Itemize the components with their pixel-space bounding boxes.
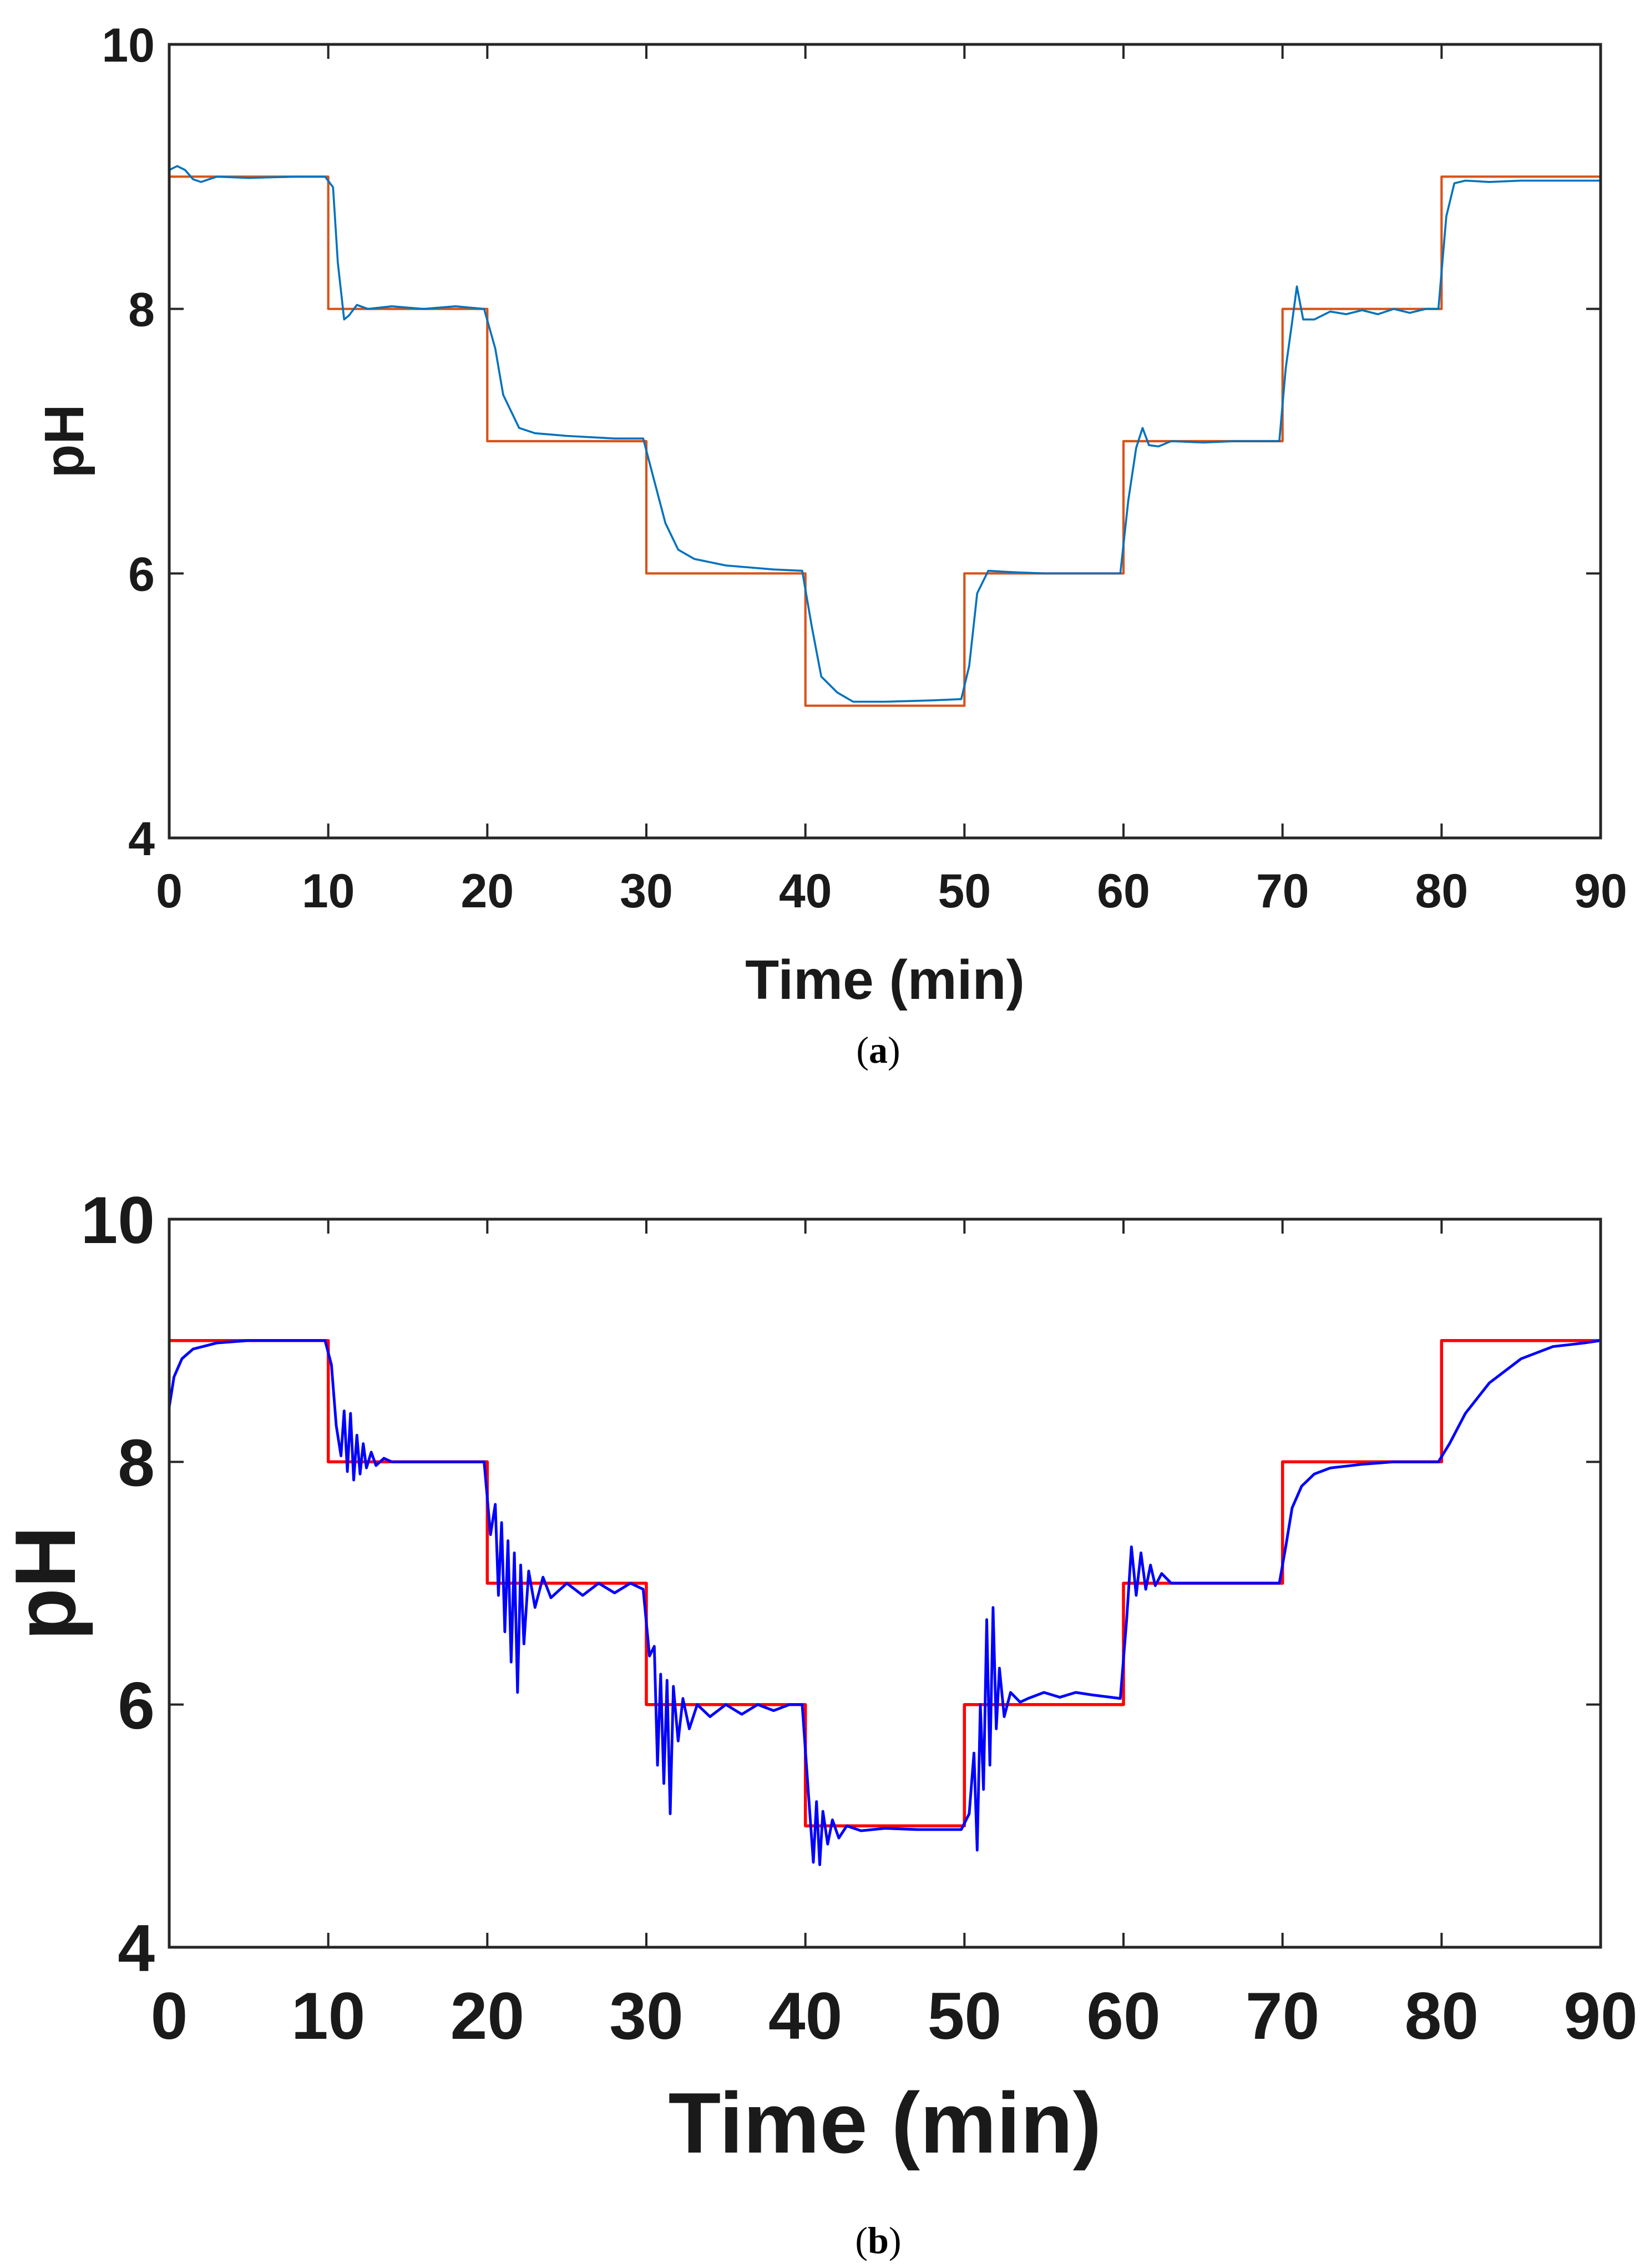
y-axis-label: pH: [33, 404, 95, 478]
setpoint-line-a: [169, 175, 1601, 707]
caption-close-paren: ): [888, 1029, 900, 1071]
x-tick-label: 90: [1563, 1979, 1637, 2053]
x-tick-label: 70: [1256, 865, 1309, 918]
y-tick-label: 8: [128, 284, 155, 337]
response-line-a: [169, 165, 1601, 703]
response-line-b: [168, 1339, 1601, 1866]
x-tick-label: 60: [1097, 865, 1150, 918]
x-tick-label: 50: [928, 1979, 1001, 2053]
x-tick-label: 60: [1086, 1979, 1160, 2053]
y-tick-label: 10: [102, 19, 155, 72]
x-tick-label: 40: [768, 1979, 842, 2053]
panel-a-chart: 0 10 20 30 40 50 60 70 80 90 4 6 8 10 Time (min) pH (a): [33, 19, 1627, 1071]
y-tick-label: 6: [118, 1669, 155, 1743]
x-tick-label: 10: [302, 865, 355, 918]
caption-open-paren: (: [856, 1029, 869, 1071]
x-tick-label: 20: [451, 1979, 524, 2053]
x-tick-label: 20: [460, 865, 514, 918]
x-tick-label: 10: [291, 1979, 365, 2053]
y-tick-label: 10: [81, 1183, 155, 1257]
y-tick-label: 4: [118, 1911, 155, 1986]
caption-letter: a: [869, 1029, 888, 1071]
setpoint-line-b: [169, 1338, 1601, 1828]
x-tick-label: 30: [620, 865, 673, 918]
x-tick-label: 30: [609, 1979, 683, 2053]
panel-b-chart: 0 10 20 30 40 50 60 70 80 90 4 6 8 10 Time (min) pH (b): [0, 1183, 1638, 2261]
y-tick-label: 8: [118, 1426, 155, 1501]
x-tick-label: 40: [779, 865, 832, 918]
x-tick-label: 80: [1415, 865, 1468, 918]
panel-caption: (b): [855, 2219, 901, 2261]
plot-area-frame: [168, 43, 1602, 840]
y-tick-label: 6: [128, 548, 155, 601]
caption-close-paren: ): [889, 2219, 902, 2261]
x-tick-label: 0: [151, 1979, 188, 2053]
x-tick-label: 90: [1574, 865, 1627, 918]
caption-open-paren: (: [855, 2219, 868, 2261]
panel-caption: (a): [856, 1029, 900, 1071]
x-axis-label: Time (min): [745, 949, 1025, 1011]
x-tick-label: 0: [156, 865, 183, 918]
y-tick-label: 4: [128, 812, 155, 866]
caption-letter: b: [868, 2219, 889, 2261]
x-axis-label: Time (min): [669, 2075, 1102, 2171]
x-tick-label: 80: [1405, 1979, 1479, 2053]
plot-area-frame: [168, 1218, 1602, 1949]
y-axis-label: pH: [0, 1526, 93, 1641]
x-tick-label: 50: [938, 865, 991, 918]
x-tick-label: 70: [1246, 1979, 1319, 2053]
